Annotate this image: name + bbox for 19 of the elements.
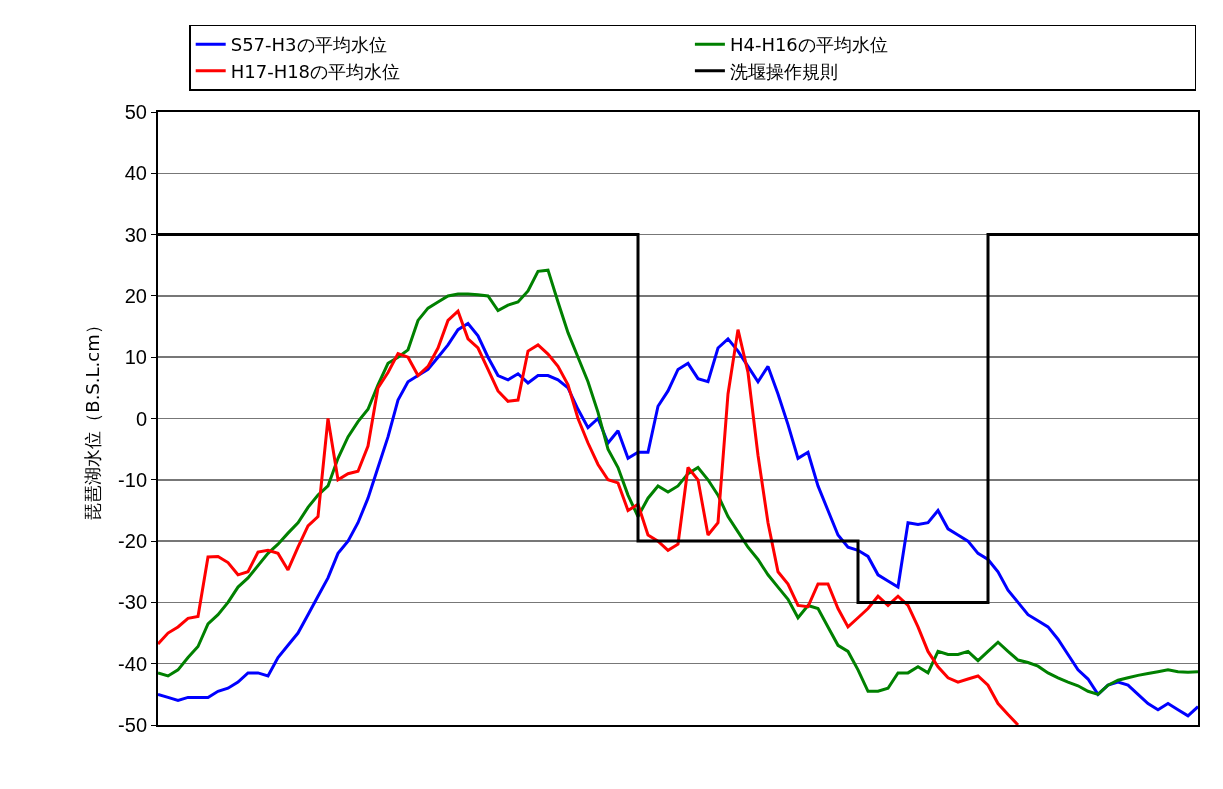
- y-tick-label: -40: [118, 652, 147, 675]
- y-tick-label: -30: [118, 591, 147, 614]
- y-tick-label: 50: [124, 101, 147, 123]
- legend-label: H4-H16の平均水位: [729, 34, 888, 56]
- legend-label: 洗堰操作規則: [729, 60, 838, 82]
- y-tick-label: -10: [118, 468, 147, 491]
- line-series: [158, 309, 1020, 725]
- line-series: [158, 321, 1198, 718]
- legend-label: S57-H3の平均水位: [230, 34, 387, 56]
- y-tick-label: 20: [124, 284, 147, 307]
- y-axis-title: 琵琶湖水位（B.S.L.cm）: [81, 316, 103, 521]
- y-tick-label: 0: [135, 407, 147, 430]
- y-tick-label: 10: [124, 346, 147, 369]
- y-tick-label: -50: [118, 714, 147, 736]
- y-tick-label: 30: [124, 223, 147, 246]
- legend-label: H17-H18の平均水位: [230, 60, 401, 82]
- y-tick-label: -20: [118, 530, 147, 553]
- y-tick-label: 40: [124, 162, 147, 185]
- line-series: [158, 268, 1198, 696]
